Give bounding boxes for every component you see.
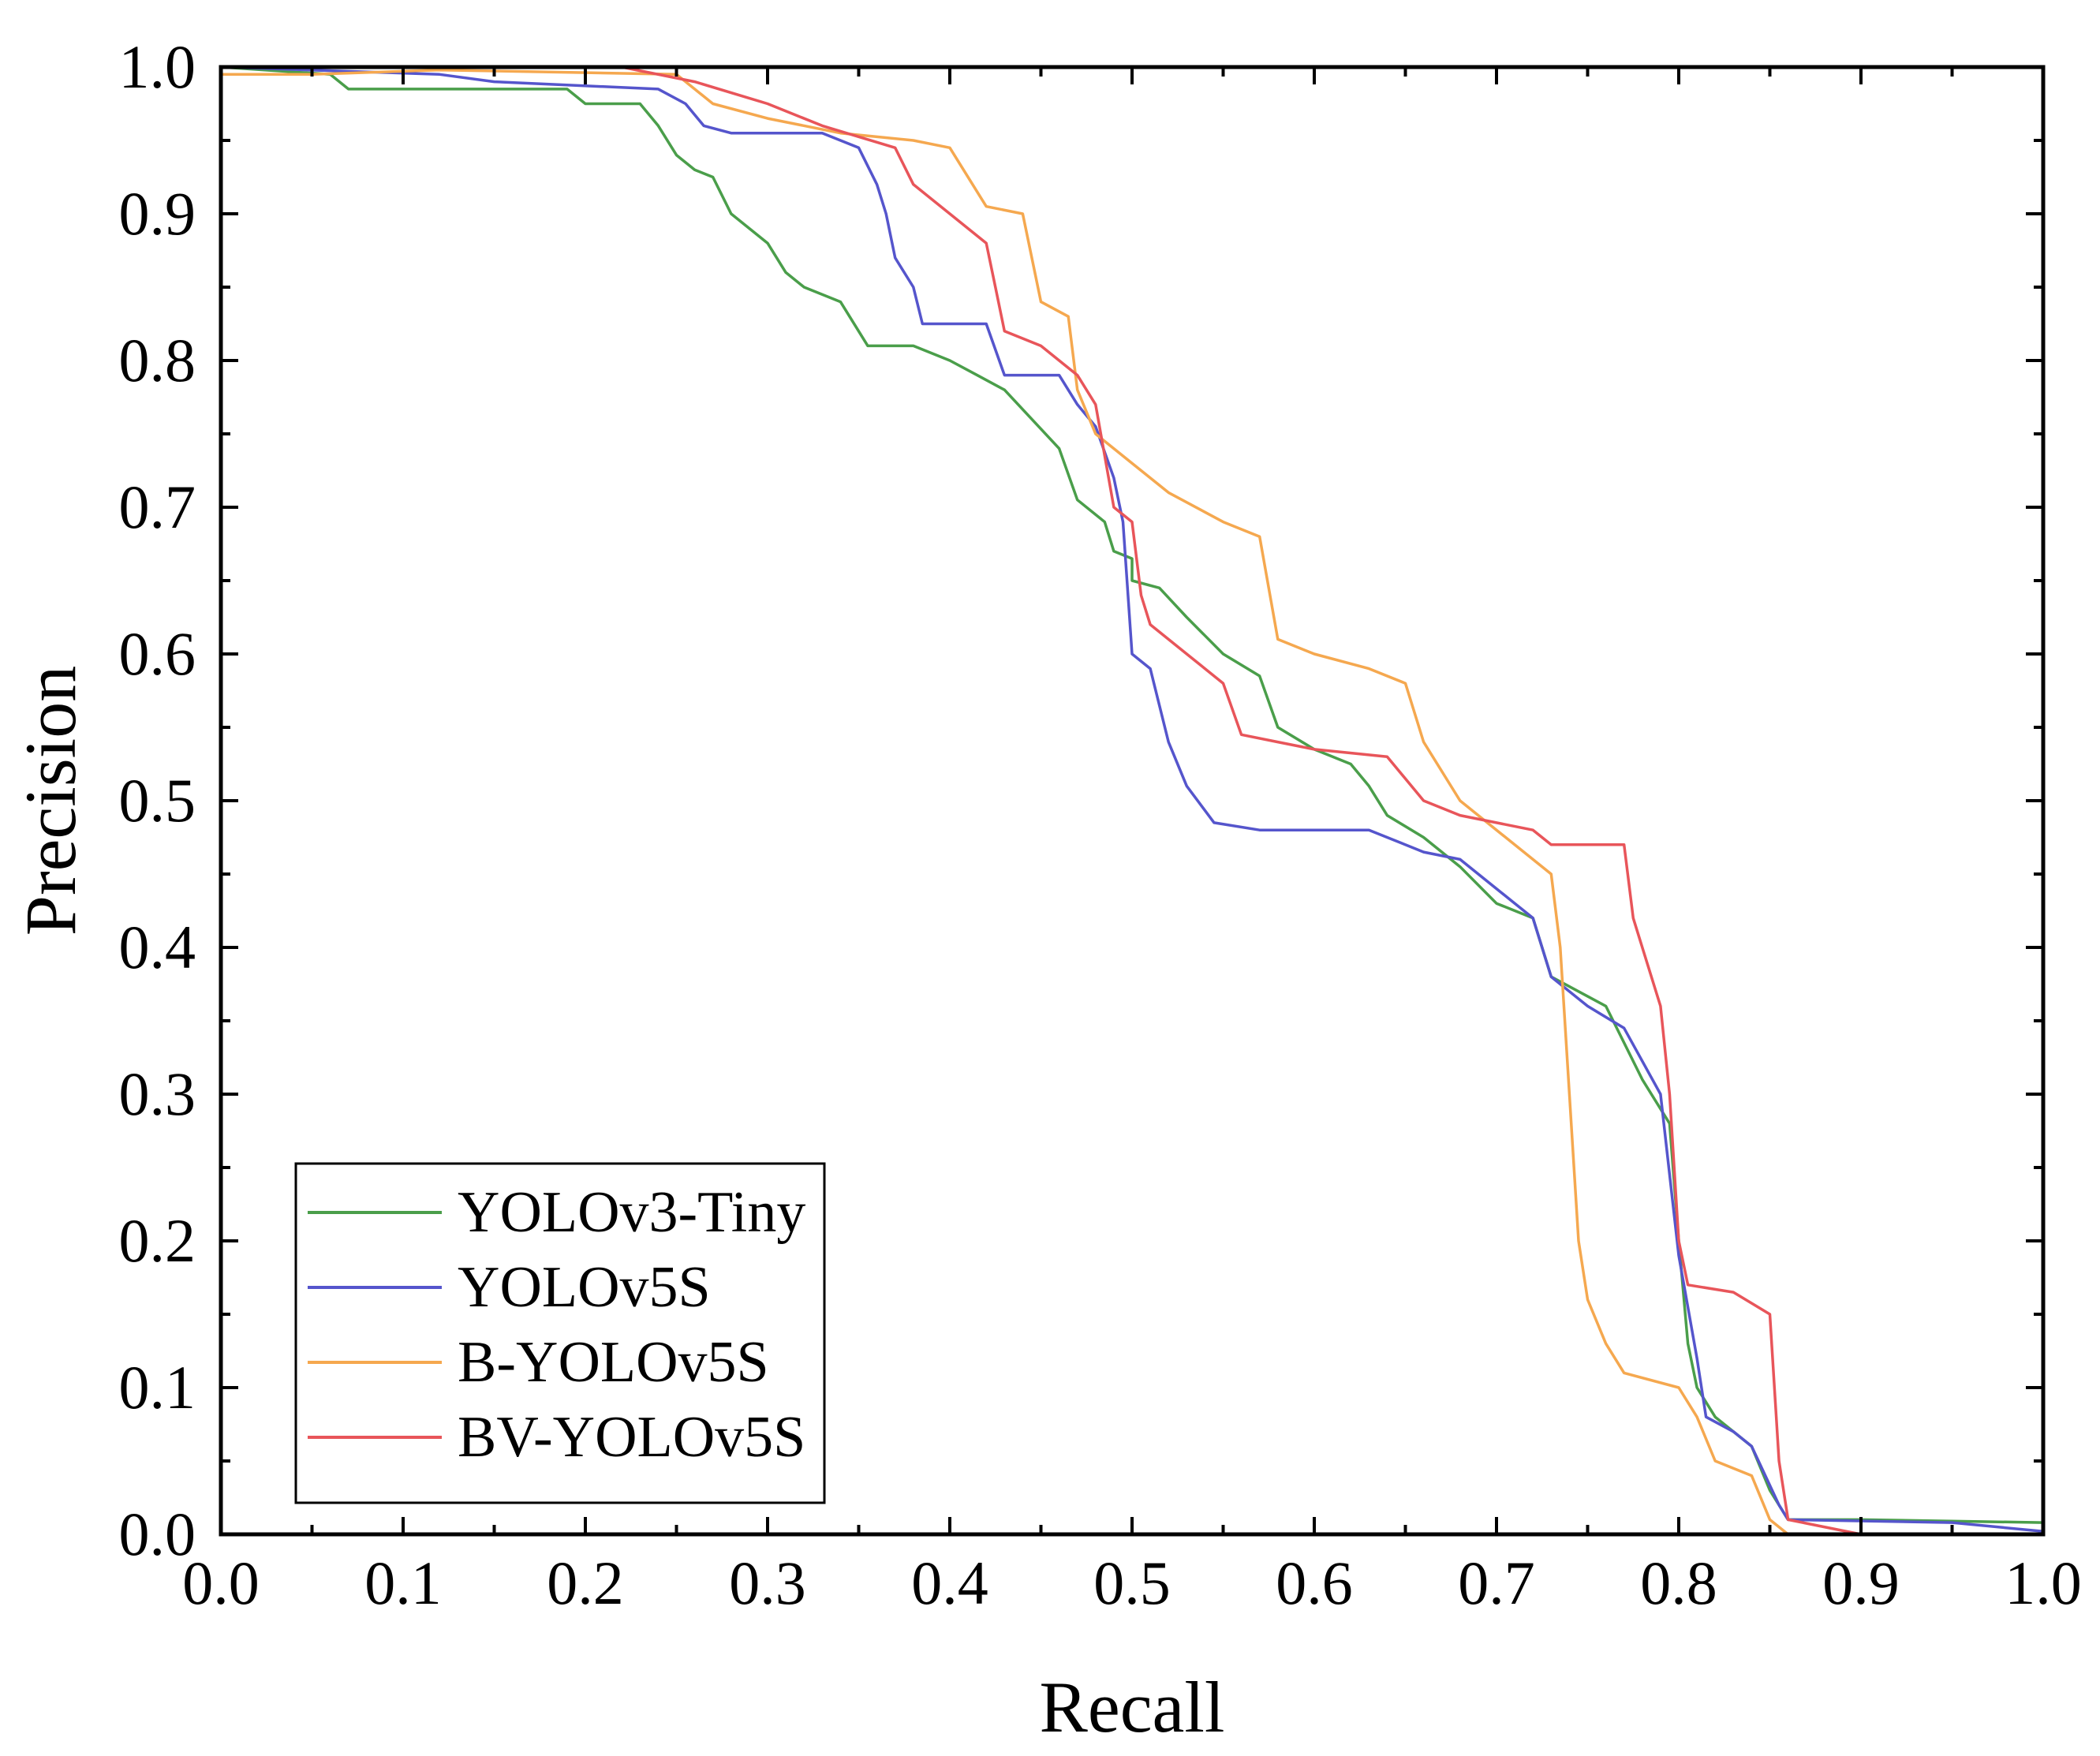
y-axis-title: Precision: [10, 666, 91, 936]
y-tick-label: 1.0: [119, 32, 196, 101]
y-tick-label: 0.2: [119, 1206, 196, 1275]
legend-label: YOLOv3-Tiny: [458, 1180, 805, 1245]
series-line-b-yolov5s: [221, 68, 2043, 1536]
y-tick-label: 0.5: [119, 766, 196, 835]
y-tick-label: 0.3: [119, 1059, 196, 1128]
y-tick-label: 0.1: [119, 1353, 196, 1422]
x-axis-title: Recall: [1040, 1667, 1225, 1747]
legend-item: YOLOv3-Tiny: [308, 1180, 805, 1245]
legend-label: B-YOLOv5S: [458, 1330, 769, 1395]
legend-item: BV-YOLOv5S: [308, 1405, 805, 1470]
x-tick-label: 0.5: [1093, 1549, 1171, 1617]
y-tick-label: 0.8: [119, 326, 196, 394]
x-tick-label: 0.4: [911, 1549, 988, 1617]
legend-item: B-YOLOv5S: [308, 1330, 769, 1395]
y-tick-label: 0.4: [119, 913, 196, 981]
series-line-bv-yolov5s: [221, 65, 2043, 1536]
x-tick-label: 0.0: [182, 1549, 260, 1617]
legend-box: [294, 1162, 826, 1504]
legend-item: YOLOv5S: [308, 1255, 711, 1320]
tick-layer: [219, 65, 2045, 1536]
y-tick-label: 0.9: [119, 179, 196, 248]
tick-label-layer: 0.0 0.1 0.2 0.3 0.4 0.5 0.6 0.7 0.8 0.9 1.0 0.0 0.1 0…: [119, 32, 2082, 1617]
series-line-yolov3-tiny: [220, 65, 2044, 1524]
legend: YOLOv3-Tiny YOLOv5S B-YOLOv5S BV-YOLOv5S: [294, 1162, 826, 1504]
y-tick-label: 0.7: [119, 473, 196, 541]
x-tick-label: 0.2: [547, 1549, 624, 1617]
y-tick-label: 0.6: [119, 619, 196, 688]
x-tick-label: 0.6: [1276, 1549, 1353, 1617]
x-tick-label: 0.7: [1458, 1549, 1535, 1617]
y-tick-label: 0.0: [119, 1500, 196, 1568]
legend-label: YOLOv5S: [458, 1255, 711, 1320]
legend-items: YOLOv3-Tiny YOLOv5S B-YOLOv5S BV-YOLOv5S: [308, 1180, 805, 1470]
x-tick-label: 0.3: [729, 1549, 806, 1617]
x-tick-label: 0.8: [1640, 1549, 1717, 1617]
x-tick-label: 0.1: [364, 1549, 442, 1617]
x-tick-label: 1.0: [2005, 1549, 2082, 1617]
series-layer: [220, 65, 2044, 1536]
legend-label: BV-YOLOv5S: [458, 1405, 805, 1470]
series-line-yolov5s: [220, 65, 2044, 1534]
x-tick-label: 0.9: [1822, 1549, 1900, 1617]
